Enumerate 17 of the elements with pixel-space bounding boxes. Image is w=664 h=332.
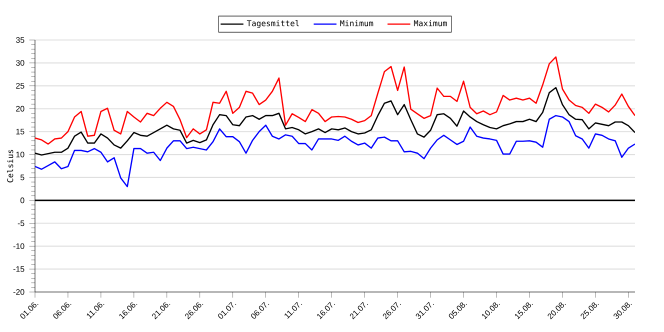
line-series — [35, 56, 635, 145]
legend-label: Maximum — [414, 20, 447, 26]
y-tick-label: 25 — [16, 82, 24, 89]
y-tick-label: -5 — [18, 220, 24, 226]
y-tick-label: 0 — [20, 198, 24, 204]
y-tick-label: 35 — [16, 37, 24, 43]
y-tick-label: -10 — [13, 243, 24, 250]
y-tick-label: -15 — [13, 266, 24, 272]
y-tick-label: 15 — [16, 128, 24, 134]
y-tick-label: -20 — [13, 289, 24, 295]
y-axis-title: Celsius — [6, 150, 14, 182]
legend-label: Tagesmittel — [246, 20, 299, 28]
y-tick-label: 10 — [16, 152, 24, 158]
y-tick-label: 30 — [16, 60, 24, 66]
legend-label: Minimum — [340, 20, 374, 26]
y-tick-label: 5 — [20, 174, 24, 180]
y-tick-label: 20 — [16, 106, 24, 112]
